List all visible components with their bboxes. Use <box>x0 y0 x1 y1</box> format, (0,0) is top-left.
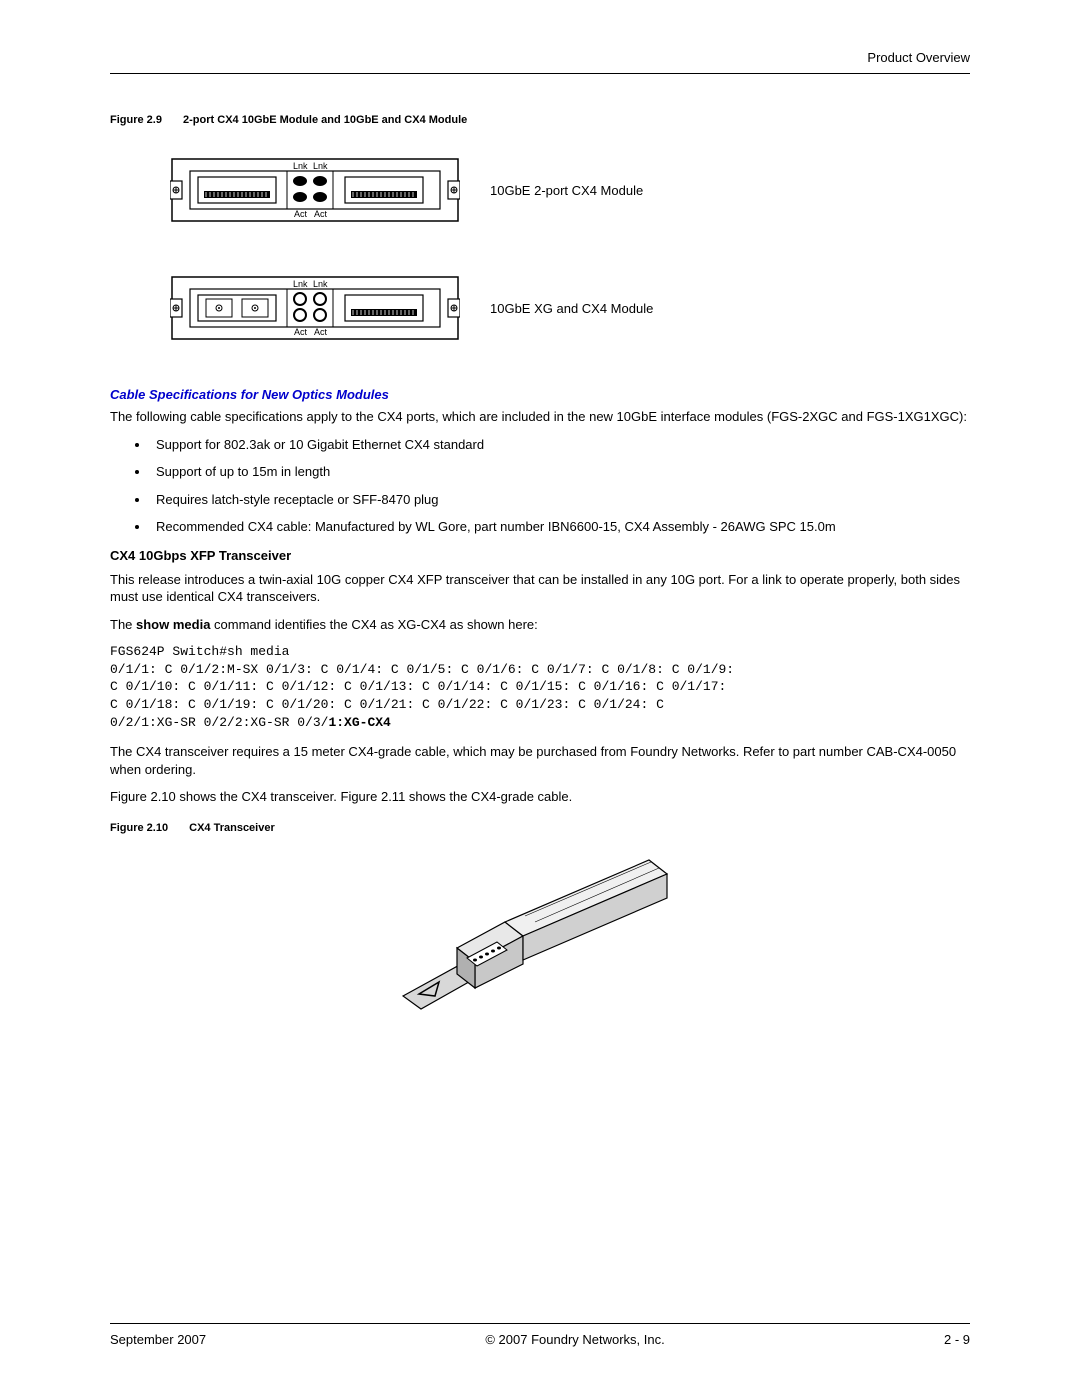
bullet-3: Requires latch-style receptacle or SFF-8… <box>150 491 970 509</box>
cable-spec-bullets: Support for 802.3ak or 10 Gigabit Ethern… <box>150 436 970 536</box>
svg-text:Act: Act <box>314 327 328 337</box>
bullet-2: Support of up to 15m in length <box>150 463 970 481</box>
cable-spec-intro: The following cable specifications apply… <box>110 408 970 426</box>
code-l1: FGS624P Switch#sh media <box>110 644 289 659</box>
footer-rule <box>110 1323 970 1324</box>
header-rule <box>110 73 970 74</box>
code-l5a: 0/2/1:XG-SR 0/2/2:XG-SR 0/3/ <box>110 715 328 730</box>
svg-text:Lnk: Lnk <box>313 161 328 171</box>
svg-text:Act: Act <box>294 209 308 219</box>
svg-text:Lnk: Lnk <box>293 279 308 289</box>
page-footer: September 2007 © 2007 Foundry Networks, … <box>110 1323 970 1347</box>
footer-page: 2 - 9 <box>944 1332 970 1347</box>
xfp-heading: CX4 10Gbps XFP Transceiver <box>110 548 970 563</box>
bullet-1: Support for 802.3ak or 10 Gigabit Ethern… <box>150 436 970 454</box>
module-1-label: 10GbE 2-port CX4 Module <box>490 183 643 198</box>
code-l3: C 0/1/10: C 0/1/11: C 0/1/12: C 0/1/13: … <box>110 679 726 694</box>
footer-date: September 2007 <box>110 1332 206 1347</box>
after-code-p1: The CX4 transceiver requires a 15 meter … <box>110 743 970 778</box>
bullet-4: Recommended CX4 cable: Manufactured by W… <box>150 518 970 536</box>
code-output: FGS624P Switch#sh media 0/1/1: C 0/1/2:M… <box>110 643 970 731</box>
figure-2-9-label: Figure 2.9 <box>110 114 162 126</box>
header-section: Product Overview <box>110 50 970 73</box>
xfp-p2-post: command identifies the CX4 as XG-CX4 as … <box>210 617 537 632</box>
figure-2-9-caption: Figure 2.9 2-port CX4 10GbE Module and 1… <box>110 114 970 126</box>
module-2-label: 10GbE XG and CX4 Module <box>490 301 653 316</box>
code-l4: C 0/1/18: C 0/1/19: C 0/1/20: C 0/1/21: … <box>110 697 664 712</box>
module-2port-cx4-icon: Lnk Lnk Act Act <box>170 151 460 229</box>
figure-2-9-diagram: Lnk Lnk Act Act 10GbE 2-port CX4 Module <box>170 151 970 347</box>
figure-2-10-caption: Figure 2.10 CX4 Transceiver <box>110 822 970 834</box>
svg-text:Act: Act <box>294 327 308 337</box>
module-1-row: Lnk Lnk Act Act 10GbE 2-port CX4 Module <box>170 151 970 229</box>
svg-text:Lnk: Lnk <box>313 279 328 289</box>
module-xg-cx4-icon: Lnk Lnk Act Act <box>170 269 460 347</box>
module-2-row: Lnk Lnk Act Act 10GbE XG and CX4 Module <box>170 269 970 347</box>
cx4-transceiver-icon <box>385 854 695 1024</box>
figure-2-10-title: CX4 Transceiver <box>189 822 275 834</box>
cable-spec-heading: Cable Specifications for New Optics Modu… <box>110 387 970 402</box>
svg-text:Lnk: Lnk <box>293 161 308 171</box>
xfp-p1: This release introduces a twin-axial 10G… <box>110 571 970 606</box>
code-l2: 0/1/1: C 0/1/2:M-SX 0/1/3: C 0/1/4: C 0/… <box>110 662 734 677</box>
xfp-p2: The show media command identifies the CX… <box>110 616 970 634</box>
figure-2-10-label: Figure 2.10 <box>110 822 168 834</box>
code-l5b: 1:XG-CX4 <box>328 715 390 730</box>
svg-text:Act: Act <box>314 209 328 219</box>
after-code-p2: Figure 2.10 shows the CX4 transceiver. F… <box>110 788 970 806</box>
footer-copyright: © 2007 Foundry Networks, Inc. <box>485 1332 664 1347</box>
figure-2-9-title: 2-port CX4 10GbE Module and 10GbE and CX… <box>183 114 467 126</box>
xfp-p2-pre: The <box>110 617 136 632</box>
figure-2-10-diagram <box>110 854 970 1024</box>
xfp-p2-bold: show media <box>136 617 210 632</box>
